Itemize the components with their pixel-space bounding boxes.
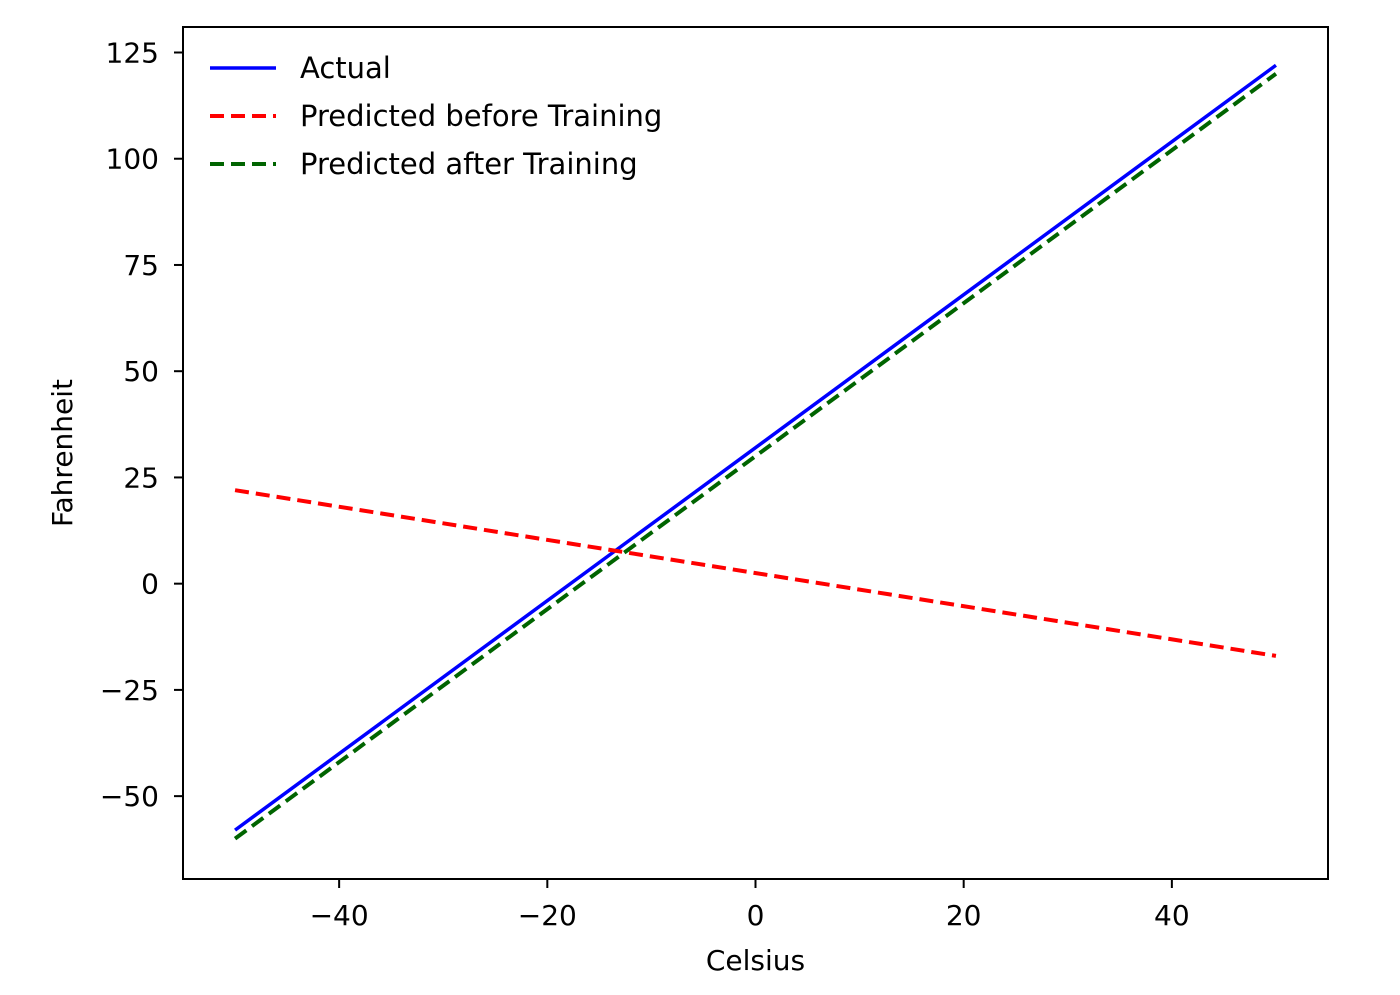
y-axis-label: Fahrenheit — [46, 379, 79, 527]
legend: Actual Predicted before Training Predicted… — [210, 51, 662, 181]
y-tick-label: 0 — [141, 568, 159, 601]
y-tick-label: 75 — [123, 249, 159, 282]
y-tick-label: 100 — [106, 143, 159, 176]
x-axis: −40 −20 0 20 40 — [310, 879, 1190, 932]
y-tick-label: 125 — [106, 36, 159, 69]
x-tick-label: 20 — [946, 899, 982, 932]
plot-area — [233, 63, 1278, 841]
x-axis-label: Celsius — [706, 944, 805, 977]
y-tick-label: 50 — [123, 355, 159, 388]
x-tick-label: −40 — [310, 899, 369, 932]
y-axis: −50 −25 0 25 50 75 100 125 — [100, 36, 183, 813]
y-tick-label: −50 — [100, 780, 159, 813]
series-line-3 — [233, 72, 1278, 841]
legend-label-1: Actual — [300, 51, 391, 85]
y-tick-label: 25 — [123, 461, 159, 494]
x-tick-label: 40 — [1154, 899, 1190, 932]
y-tick-label: −25 — [100, 674, 159, 707]
x-tick-label: 0 — [747, 899, 765, 932]
legend-label-3: Predicted after Training — [300, 147, 638, 181]
series-line-2 — [234, 488, 1277, 658]
legend-label-2: Predicted before Training — [300, 99, 662, 133]
x-tick-label: −20 — [518, 899, 577, 932]
series-line-1 — [234, 63, 1277, 832]
